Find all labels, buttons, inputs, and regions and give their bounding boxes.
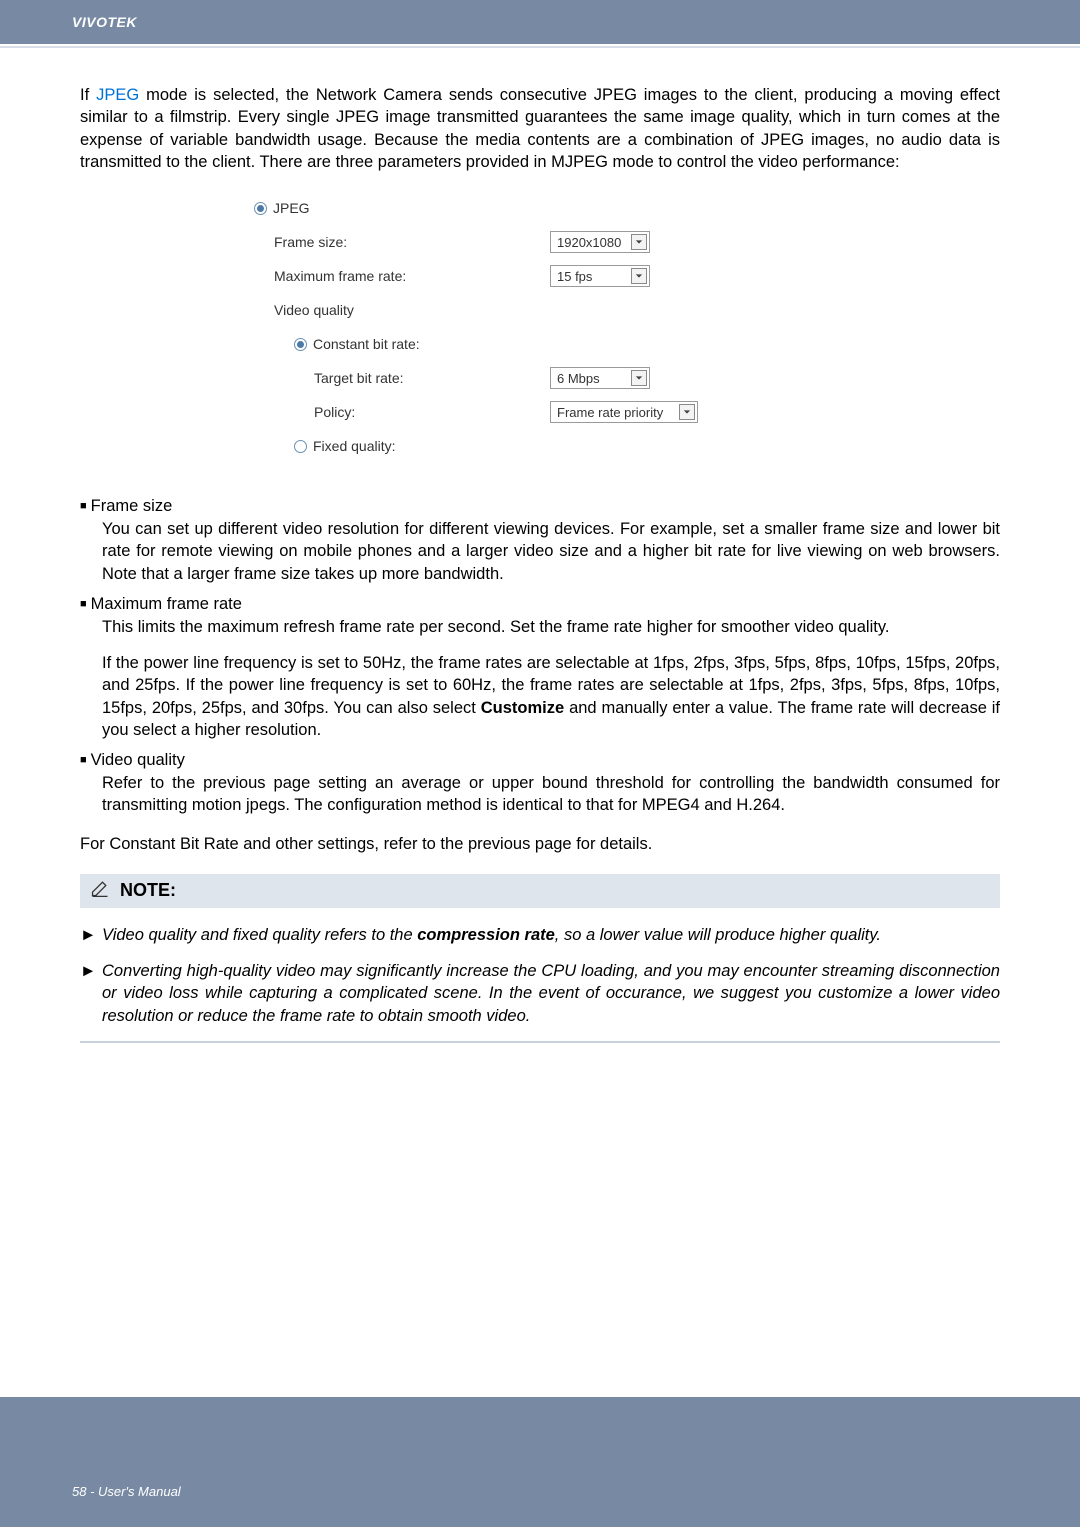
target-bitrate-select[interactable]: 6 Mbps [550,367,650,389]
video-quality-row: Video quality [250,293,830,327]
chevron-down-icon [631,370,647,386]
intro-keyword: JPEG [96,86,139,104]
bullet-video-quality-title: ■Video quality [80,751,1000,770]
chevron-down-icon [679,404,695,420]
frame-size-select[interactable]: 1920x1080 [550,231,650,253]
bullet-max-frame-title: ■Maximum frame rate [80,595,1000,614]
max-frame-rate-select[interactable]: 15 fps [550,265,650,287]
chevron-down-icon [631,234,647,250]
pencil-icon [90,878,110,903]
jpeg-mode-radio[interactable] [254,202,267,215]
note-1-text: Video quality and fixed quality refers t… [102,924,1000,946]
brand-label: VIVOTEK [72,14,137,30]
frame-size-row: Frame size: 1920x1080 [250,225,830,259]
b2-bold: Customize [481,699,564,717]
footer-text: 58 - User's Manual [72,1484,181,1499]
intro-paragraph: If JPEG mode is selected, the Network Ca… [80,84,1000,173]
frame-size-value: 1920x1080 [557,235,621,250]
max-frame-rate-value: 15 fps [557,269,592,284]
policy-row: Policy: Frame rate priority [250,395,830,429]
target-bitrate-value: 6 Mbps [557,371,600,386]
constant-bitrate-radio[interactable] [294,338,307,351]
summary-line: For Constant Bit Rate and other settings… [80,835,1000,854]
bullet-max-frame-body1: This limits the maximum refresh frame ra… [80,616,1000,638]
video-quality-label: Video quality [250,302,550,318]
note-item-2: ► Converting high-quality video may sign… [80,960,1000,1027]
constant-bitrate-label: Constant bit rate: [313,336,420,352]
jpeg-mode-row: JPEG [250,191,830,225]
jpeg-mode-label: JPEG [273,200,310,216]
intro-rest: mode is selected, the Network Camera sen… [80,86,1000,171]
n1-bold: compression rate [417,926,555,944]
page-content: If JPEG mode is selected, the Network Ca… [0,48,1080,1043]
bullet-video-quality-body: Refer to the previous page setting an av… [80,772,1000,817]
arrow-icon: ► [80,960,102,1027]
constant-bitrate-row: Constant bit rate: [250,327,830,361]
note-item-1: ► Video quality and fixed quality refers… [80,924,1000,946]
note-list: ► Video quality and fixed quality refers… [80,924,1000,1027]
fixed-quality-row: Fixed quality: [250,429,830,463]
footer-background [0,1397,1080,1527]
bullet-frame-size-body: You can set up different video resolutio… [80,518,1000,585]
chevron-down-icon [631,268,647,284]
note-divider [80,1041,1000,1043]
policy-value: Frame rate priority [557,405,663,420]
target-bitrate-label: Target bit rate: [250,370,550,386]
frame-size-label: Frame size: [250,234,550,250]
arrow-icon: ► [80,924,102,946]
note-2-text: Converting high-quality video may signif… [102,960,1000,1027]
intro-prefix: If [80,86,96,104]
max-frame-rate-label: Maximum frame rate: [250,268,550,284]
bullet-max-frame-title-text: Maximum frame rate [91,595,242,613]
max-frame-rate-row: Maximum frame rate: 15 fps [250,259,830,293]
n1-post: , so a lower value will produce higher q… [555,926,881,944]
policy-select[interactable]: Frame rate priority [550,401,698,423]
bullet-frame-size-title: ■Frame size [80,497,1000,516]
fixed-quality-radio[interactable] [294,440,307,453]
n1-pre: Video quality and fixed quality refers t… [102,926,417,944]
target-bitrate-row: Target bit rate: 6 Mbps [250,361,830,395]
bullet-max-frame-body2: If the power line frequency is set to 50… [80,652,1000,741]
note-box: NOTE: [80,874,1000,908]
note-label: NOTE: [120,880,176,901]
bullet-frame-size-title-text: Frame size [91,497,173,515]
policy-label: Policy: [250,404,550,420]
jpeg-settings-panel: JPEG Frame size: 1920x1080 Maximum frame… [250,185,830,469]
bullet-section: ■Frame size You can set up different vid… [80,497,1000,817]
header-bar: VIVOTEK [0,0,1080,44]
bullet-vq-title-text: Video quality [91,751,185,769]
fixed-quality-label: Fixed quality: [313,438,395,454]
